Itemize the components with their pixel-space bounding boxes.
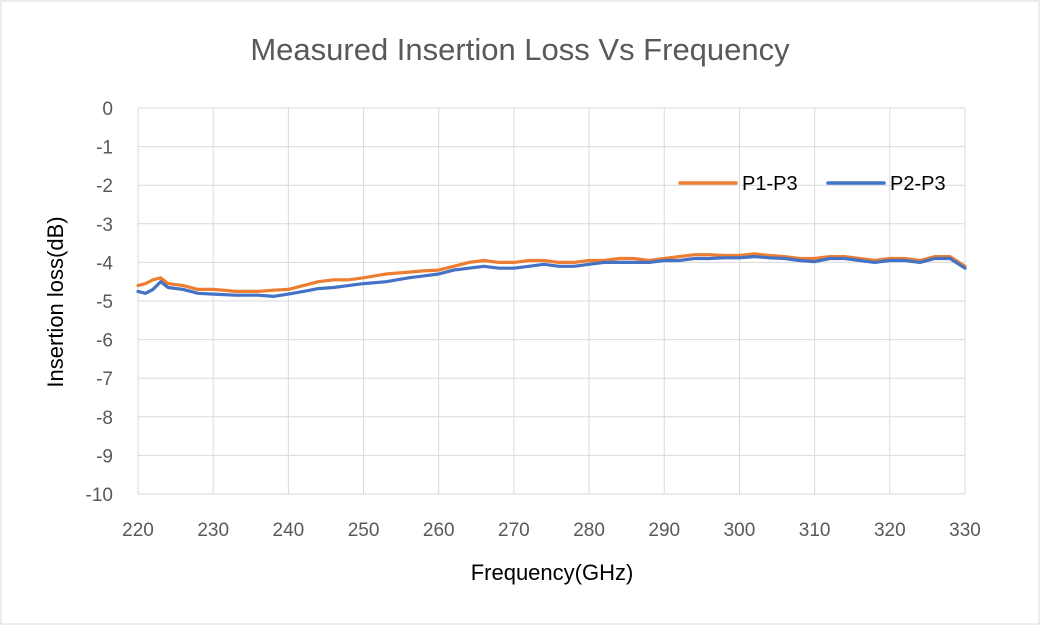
x-tick-label: 300 xyxy=(724,520,756,541)
x-tick-label: 220 xyxy=(122,520,154,541)
x-tick-label: 270 xyxy=(498,520,530,541)
series-line-p2-p3 xyxy=(136,255,967,298)
gridlines xyxy=(137,107,966,495)
legend: P1-P3 P2-P3 xyxy=(678,173,946,195)
y-axis-title: Insertion loss(dB) xyxy=(43,216,68,387)
x-axis-ticks: 220 230 240 250 260 270 280 290 300 310 320 330 xyxy=(122,520,981,541)
y-tick-label: -6 xyxy=(96,331,113,352)
y-tick-label: -8 xyxy=(96,408,113,429)
x-tick-label: 320 xyxy=(874,520,906,541)
series-line-p1-p3 xyxy=(136,252,967,293)
y-tick-label: -1 xyxy=(96,138,113,159)
y-tick-label: -7 xyxy=(96,369,113,390)
x-tick-label: 330 xyxy=(949,520,981,541)
x-tick-label: 310 xyxy=(799,520,831,541)
y-tick-label: -2 xyxy=(96,176,113,197)
x-tick-label: 240 xyxy=(273,520,305,541)
legend-label: P2-P3 xyxy=(890,173,946,195)
y-axis-ticks: 0 -1 -2 -3 -4 -5 -6 -7 -8 -9 -10 xyxy=(86,99,114,506)
x-tick-label: 280 xyxy=(573,520,605,541)
y-tick-label: -4 xyxy=(96,253,113,274)
x-axis-title: Frequency(GHz) xyxy=(471,560,634,585)
series-lines xyxy=(136,252,967,298)
x-tick-label: 230 xyxy=(197,520,229,541)
y-tick-label: 0 xyxy=(102,99,113,120)
chart-title: Measured Insertion Loss Vs Frequency xyxy=(250,32,790,67)
legend-label: P1-P3 xyxy=(742,173,798,195)
y-tick-label: -5 xyxy=(96,292,113,313)
x-tick-label: 290 xyxy=(648,520,680,541)
x-tick-label: 250 xyxy=(348,520,380,541)
x-tick-label: 260 xyxy=(423,520,455,541)
y-tick-label: -9 xyxy=(96,446,113,467)
y-tick-label: -3 xyxy=(96,215,113,236)
y-tick-label: -10 xyxy=(86,485,113,506)
